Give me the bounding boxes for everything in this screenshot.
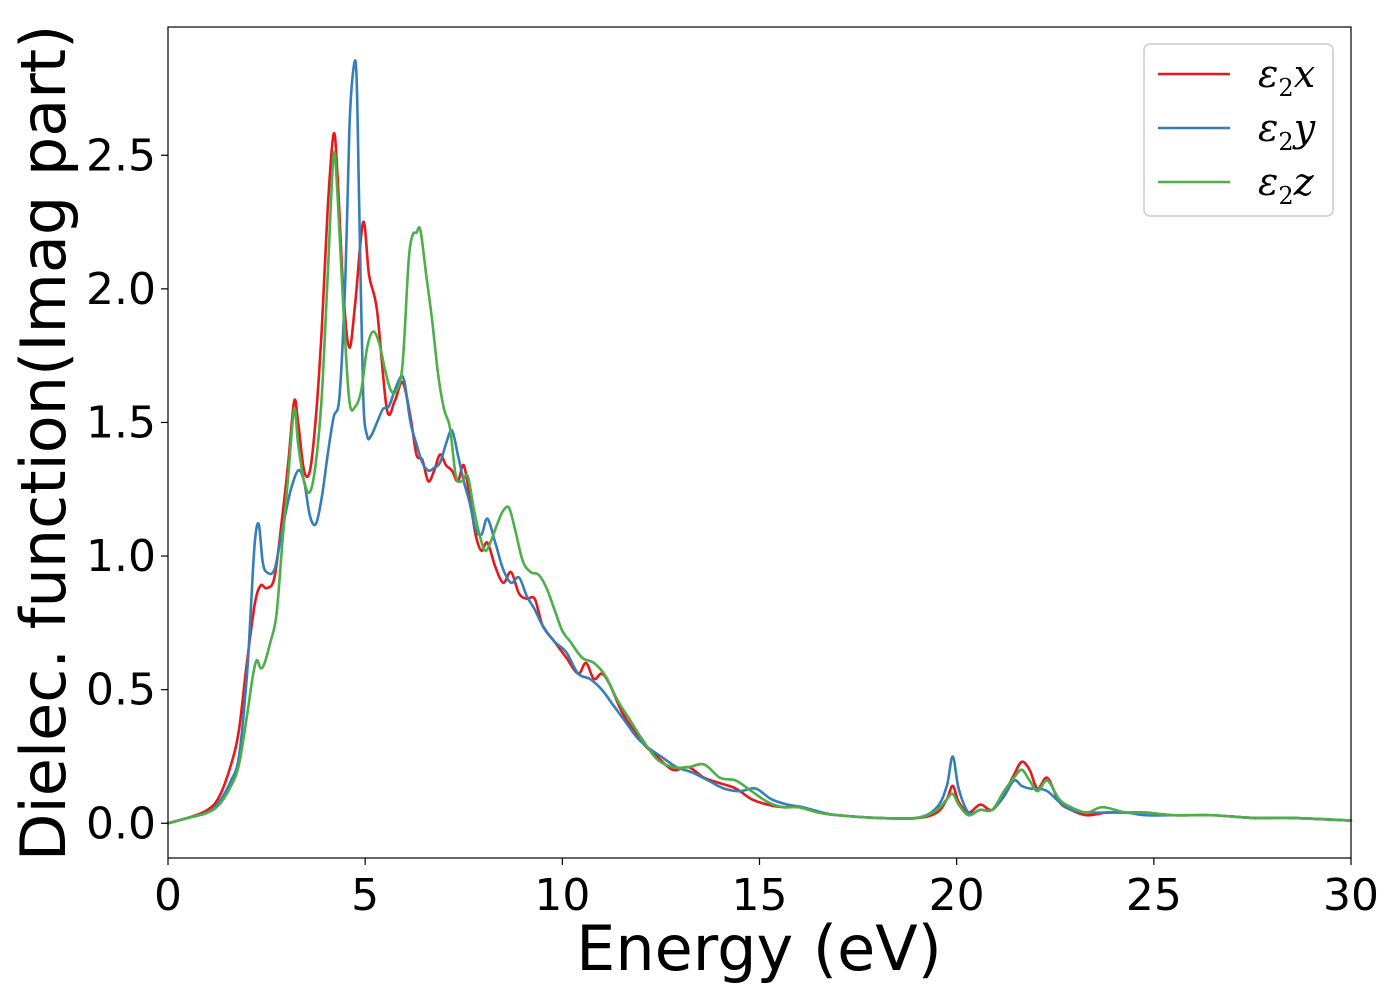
x-tick-label: 15 bbox=[732, 870, 788, 921]
x-tick-label: 0 bbox=[154, 870, 182, 921]
x-tick-label: 25 bbox=[1126, 870, 1182, 921]
x-tick-label: 30 bbox=[1323, 870, 1379, 921]
legend-label: ε2z bbox=[1258, 160, 1315, 210]
legend-box bbox=[1143, 43, 1334, 217]
legend-label: ε2y bbox=[1258, 106, 1316, 156]
y-tick-label: 2.0 bbox=[86, 264, 156, 315]
series-line-3 bbox=[166, 150, 1353, 825]
y-axis: 0.0 0.5 1.0 1.5 2.0 2.5 bbox=[86, 130, 168, 849]
legend-label: ε2x bbox=[1258, 52, 1315, 102]
x-axis: 0 5 10 15 20 25 30 bbox=[154, 858, 1379, 921]
y-tick-label: 1.0 bbox=[86, 531, 156, 582]
x-axis-title: Energy (eV) bbox=[576, 912, 942, 985]
y-tick-label: 0.0 bbox=[86, 798, 156, 849]
x-tick-label: 10 bbox=[534, 870, 590, 921]
y-tick-label: 1.5 bbox=[86, 397, 156, 448]
x-tick-label: 20 bbox=[929, 870, 985, 921]
x-tick-label: 5 bbox=[351, 870, 379, 921]
series-layer bbox=[166, 59, 1353, 825]
y-axis-title: Dielec. function(Imag part) bbox=[7, 25, 80, 862]
y-tick-label: 2.5 bbox=[86, 130, 156, 181]
y-tick-label: 0.5 bbox=[86, 665, 156, 716]
